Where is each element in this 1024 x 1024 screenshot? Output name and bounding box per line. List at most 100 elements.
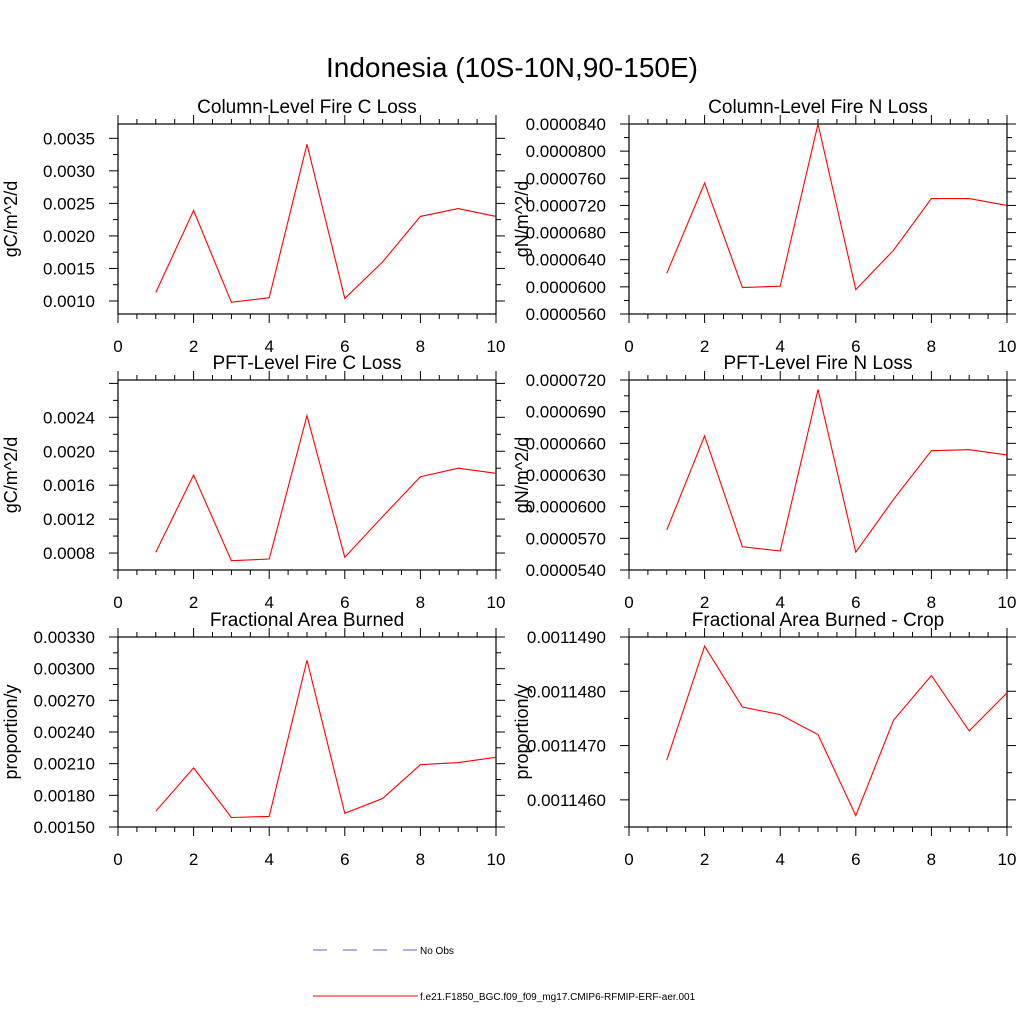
y-tick-label: 0.0015: [43, 259, 95, 278]
x-tick-label: 10: [998, 337, 1017, 356]
y-tick-label: 0.0000600: [526, 498, 606, 517]
figure-title: Indonesia (10S-10N,90-150E): [326, 52, 698, 83]
plot-frame: [117, 636, 497, 828]
x-tick-label: 0: [624, 593, 633, 612]
y-tick-label: 0.0000630: [526, 466, 606, 485]
x-tick-label: 4: [775, 593, 784, 612]
plot-frame: [117, 379, 497, 571]
y-axis-label: proportion/y: [1, 684, 21, 779]
plot-frame: [117, 123, 497, 315]
y-tick-label: 0.00210: [34, 755, 95, 774]
y-tick-label: 0.0000600: [526, 278, 606, 297]
y-tick-label: 0.0012: [43, 510, 95, 529]
panel-title: Fractional Area Burned: [210, 610, 404, 631]
x-tick-label: 6: [851, 593, 860, 612]
legend: No Obs f.e21.F1850_BGC.f09_f09_mg17.CMIP6…: [313, 946, 696, 1003]
panel-title: PFT-Level Fire C Loss: [213, 353, 402, 374]
x-tick-label: 10: [487, 337, 506, 356]
y-tick-label: 0.00240: [34, 723, 95, 742]
chart-panel-1: 0 2 4 6 8 10 0.0010 0.0015 0.0020 0.0025 0.0030 0.0…: [1, 97, 505, 356]
series-line: [155, 660, 497, 819]
x-tick-label: 0: [113, 337, 122, 356]
x-tick-label: 0: [624, 337, 633, 356]
y-axis-label: gN/m^2/d: [512, 437, 532, 513]
chart-panel-5: 0 2 4 6 8 10 0.00150 0.00180 0.00210 0.00240 0.002…: [1, 610, 505, 869]
y-tick-label: 0.0000660: [526, 434, 606, 453]
x-tick-label: 6: [851, 337, 860, 356]
plot-frame: [628, 123, 1008, 315]
y-tick-label: 0.00180: [34, 786, 95, 805]
x-tick-label: 8: [416, 850, 425, 869]
legend-item: f.e21.F1850_BGC.f09_f09_mg17.CMIP6-RFMIP…: [313, 992, 696, 1003]
y-tick-label: 0.0000680: [526, 224, 606, 243]
x-tick-label: 4: [775, 850, 784, 869]
y-tick-label: 0.0000760: [526, 169, 606, 188]
series-line: [666, 644, 1008, 817]
y-tick-label: 0.0011480: [527, 682, 606, 701]
y-tick-label: 0.0000640: [526, 251, 606, 270]
y-tick-label: 0.0020: [43, 442, 95, 461]
chart-panel-3: 0 2 4 6 8 10 0.0008 0.0012 0.0016 0.0020 0.0024 gC/…: [1, 353, 505, 612]
legend-label: f.e21.F1850_BGC.f09_f09_mg17.CMIP6-RFMIP…: [420, 992, 696, 1003]
legend-item: No Obs: [313, 946, 454, 957]
y-tick-label: 0.0000570: [526, 529, 606, 548]
y-tick-label: 0.0025: [43, 194, 95, 213]
x-tick-label: 2: [189, 850, 198, 869]
x-tick-label: 10: [998, 850, 1017, 869]
x-tick-label: 2: [700, 850, 709, 869]
panel-title: PFT-Level Fire N Loss: [724, 353, 913, 374]
x-tick-label: 4: [264, 850, 273, 869]
y-tick-label: 0.0010: [43, 292, 95, 311]
y-tick-label: 0.0000560: [526, 305, 606, 324]
x-tick-label: 6: [340, 337, 349, 356]
x-tick-label: 8: [416, 593, 425, 612]
y-tick-label: 0.0030: [43, 162, 95, 181]
y-tick-label: 0.00150: [34, 818, 95, 837]
y-tick-label: 0.00300: [34, 660, 95, 679]
y-tick-label: 0.0000720: [526, 196, 606, 215]
x-tick-label: 0: [113, 850, 122, 869]
panels: 0 2 4 6 8 10 0.0010 0.0015 0.0020 0.0025 0.0030 0.0…: [1, 97, 1016, 869]
x-tick-label: 8: [927, 337, 936, 356]
x-tick-label: 4: [775, 337, 784, 356]
chart-panel-2: 0 2 4 6 8 10 0.0000560 0.0000600 0.0000640 0.0000…: [512, 97, 1016, 356]
x-tick-label: 2: [700, 593, 709, 612]
series-line: [666, 123, 1008, 291]
y-tick-label: 0.0035: [43, 129, 95, 148]
y-tick-label: 0.0000800: [526, 142, 606, 161]
x-tick-label: 2: [700, 337, 709, 356]
x-tick-label: 6: [340, 593, 349, 612]
y-tick-label: 0.0024: [43, 408, 95, 427]
x-tick-label: 8: [927, 850, 936, 869]
y-tick-label: 0.0020: [43, 227, 95, 246]
x-tick-label: 2: [189, 593, 198, 612]
x-tick-label: 6: [851, 850, 860, 869]
y-tick-label: 0.00270: [34, 691, 95, 710]
x-tick-label: 10: [998, 593, 1017, 612]
y-tick-label: 0.0000690: [526, 403, 606, 422]
x-tick-label: 10: [487, 850, 506, 869]
x-tick-label: 0: [113, 593, 122, 612]
panel-title: Column-Level Fire C Loss: [197, 97, 417, 118]
y-axis-label: gC/m^2/d: [1, 181, 21, 257]
chart-panel-4: 0 2 4 6 8 10 0.0000540 0.0000570 0.0000600 0.0000…: [512, 353, 1016, 612]
y-axis-label: gC/m^2/d: [1, 437, 21, 513]
series-line: [155, 144, 497, 303]
y-tick-label: 0.0016: [43, 476, 95, 495]
series-line: [666, 389, 1008, 554]
x-tick-label: 10: [487, 593, 506, 612]
plot-frame: [628, 379, 1008, 571]
y-tick-label: 0.0000720: [526, 371, 606, 390]
x-tick-label: 4: [264, 593, 273, 612]
x-tick-label: 8: [416, 337, 425, 356]
series-line: [155, 413, 497, 562]
y-tick-label: 0.0011460: [527, 791, 606, 810]
chart-panel-6: 0 2 4 6 8 10 0.0011460 0.0011470 0.0011480 0.0011…: [512, 610, 1016, 869]
x-tick-label: 0: [624, 850, 633, 869]
panel-title: Column-Level Fire N Loss: [708, 97, 928, 118]
y-tick-label: 0.0000540: [526, 561, 606, 580]
y-tick-label: 0.0011490: [527, 628, 606, 647]
x-tick-label: 2: [189, 337, 198, 356]
y-tick-label: 0.0000840: [526, 115, 606, 134]
